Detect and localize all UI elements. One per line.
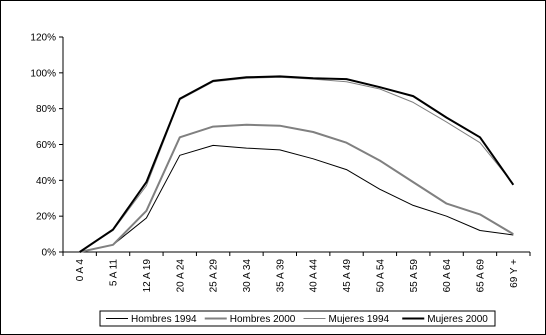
x-tick-label: 69 Y +: [509, 259, 520, 288]
x-tick-label: 45 A 49: [342, 259, 353, 293]
y-tick-label: 60%: [36, 140, 56, 151]
y-tick-label: 20%: [36, 212, 56, 223]
legend-label: Hombres 2000: [230, 314, 296, 325]
x-tick-label: 30 A 34: [242, 259, 253, 293]
x-tick-label: 65 A 69: [475, 259, 486, 293]
series-line-mujeres-2000: [79, 75, 515, 253]
series-layer: [79, 75, 515, 253]
x-tick-label: 35 A 39: [275, 259, 286, 293]
legend-box: [99, 310, 496, 327]
axes: 0% 20% 40% 60% 80% 100% 120% 0 A 4 5 A 11 12 A 19…: [30, 33, 531, 293]
x-tick-label: 12 A 19: [142, 259, 153, 293]
legend-label: Hombres 1994: [131, 314, 197, 325]
legend-label: Mujeres 2000: [427, 314, 488, 325]
series-line-hombres-2000: [79, 123, 514, 253]
x-tick-label: 60 A 64: [442, 259, 453, 293]
x-tick-label: 55 A 59: [409, 259, 420, 293]
legend: Hombres 1994 Hombres 2000 Mujeres 1994 Muje…: [99, 310, 496, 327]
legend-label: Mujeres 1994: [329, 314, 390, 325]
x-tick-label: 5 A 11: [109, 259, 120, 287]
y-tick-label: 40%: [36, 176, 56, 187]
y-tick-label: 120%: [30, 33, 56, 44]
x-tick-label: 25 A 29: [209, 259, 220, 293]
series-line-hombres-1994: [79, 144, 514, 253]
y-tick-label: 80%: [36, 104, 56, 115]
x-tick-label: 20 A 24: [175, 259, 186, 293]
x-tick-label: 0 A 4: [75, 259, 86, 282]
y-tick-label: 100%: [30, 68, 56, 79]
x-tick-label: 50 A 54: [375, 259, 386, 293]
x-tick-label: 40 A 44: [309, 259, 320, 293]
y-tick-label: 0%: [42, 248, 57, 259]
